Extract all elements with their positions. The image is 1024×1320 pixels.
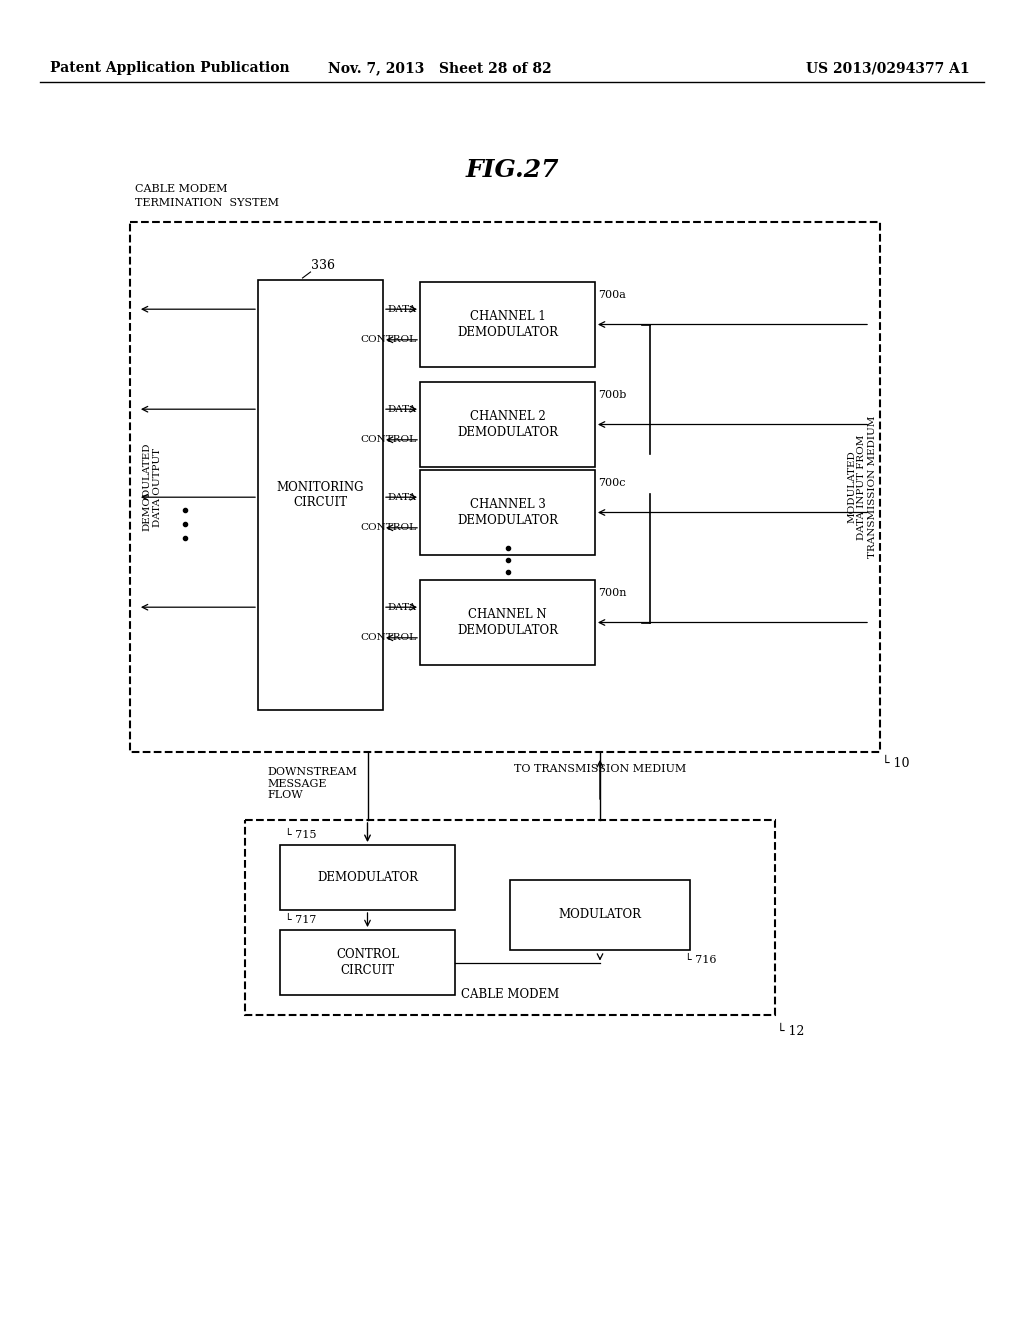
Text: DATA: DATA [387, 492, 416, 502]
Text: CONTROL
CIRCUIT: CONTROL CIRCUIT [336, 949, 399, 977]
Bar [420, 282, 595, 367]
Text: └ 715: └ 715 [285, 830, 316, 840]
Bar [258, 280, 383, 710]
Text: DATA: DATA [387, 405, 416, 413]
Text: DEMODULATED
DATA OUTPUT: DEMODULATED DATA OUTPUT [142, 442, 162, 531]
Text: MODULATED
DATA INPUT FROM
TRANSMISSION MEDIUM: MODULATED DATA INPUT FROM TRANSMISSION M… [847, 416, 877, 558]
Text: US 2013/0294377 A1: US 2013/0294377 A1 [806, 61, 970, 75]
Bar [510, 880, 690, 950]
Text: MODULATOR: MODULATOR [558, 908, 641, 921]
Text: └ 716: └ 716 [685, 954, 717, 965]
Bar [420, 381, 595, 467]
Text: 336: 336 [310, 259, 335, 272]
Text: TERMINATION  SYSTEM: TERMINATION SYSTEM [135, 198, 279, 209]
Text: └ 12: └ 12 [777, 1026, 805, 1038]
Text: TO TRANSMISSION MEDIUM: TO TRANSMISSION MEDIUM [514, 764, 686, 774]
Text: 700c: 700c [598, 478, 626, 488]
Text: DATA: DATA [387, 603, 416, 611]
Text: DOWNSTREAM
MESSAGE
FLOW: DOWNSTREAM MESSAGE FLOW [267, 767, 357, 800]
Text: MONITORING
CIRCUIT: MONITORING CIRCUIT [276, 480, 365, 510]
Text: CHANNEL 2
DEMODULATOR: CHANNEL 2 DEMODULATOR [457, 411, 558, 438]
Bar [280, 845, 455, 909]
Text: 700a: 700a [598, 290, 626, 300]
Bar [280, 931, 455, 995]
Text: └ 10: └ 10 [882, 756, 909, 770]
Bar [245, 820, 775, 1015]
Text: CONTROL: CONTROL [360, 335, 416, 345]
Bar [420, 579, 595, 665]
Bar [130, 222, 880, 752]
Text: CHANNEL N
DEMODULATOR: CHANNEL N DEMODULATOR [457, 609, 558, 636]
Text: 700b: 700b [598, 389, 627, 400]
Text: CONTROL: CONTROL [360, 436, 416, 445]
Text: Patent Application Publication: Patent Application Publication [50, 61, 290, 75]
Text: DEMODULATOR: DEMODULATOR [317, 871, 418, 884]
Text: └ 717: └ 717 [285, 915, 316, 925]
Text: CONTROL: CONTROL [360, 523, 416, 532]
Text: CABLE MODEM: CABLE MODEM [135, 183, 227, 194]
Text: FIG.27: FIG.27 [465, 158, 559, 182]
Text: 700n: 700n [598, 587, 627, 598]
Text: CHANNEL 3
DEMODULATOR: CHANNEL 3 DEMODULATOR [457, 499, 558, 527]
Text: DATA: DATA [387, 305, 416, 314]
Bar [420, 470, 595, 554]
Text: CONTROL: CONTROL [360, 634, 416, 643]
Text: Nov. 7, 2013   Sheet 28 of 82: Nov. 7, 2013 Sheet 28 of 82 [328, 61, 552, 75]
Text: CABLE MODEM: CABLE MODEM [461, 987, 559, 1001]
Text: CHANNEL 1
DEMODULATOR: CHANNEL 1 DEMODULATOR [457, 310, 558, 338]
